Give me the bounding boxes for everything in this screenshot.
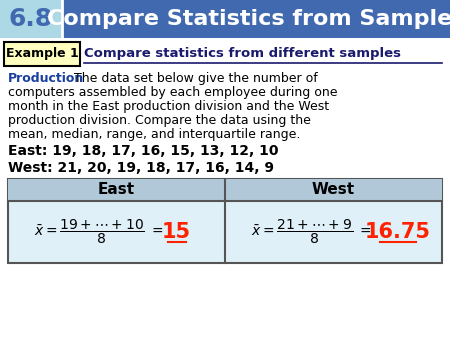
Text: Example 1: Example 1 [5,48,78,61]
Text: production division. Compare the data using the: production division. Compare the data us… [8,114,311,127]
Text: Compare Statistics from Samples: Compare Statistics from Samples [47,9,450,29]
Bar [0,0,450,38]
Text: 15: 15 [162,222,191,242]
Text: $\bar{x} = \dfrac{19 + \cdots + 10}{8}\ =$: $\bar{x} = \dfrac{19 + \cdots + 10}{8}\ … [34,218,163,246]
Text: month in the East production division and the West: month in the East production division an… [8,100,329,113]
Text: 6.8: 6.8 [9,7,53,31]
Text: East: East [98,183,135,197]
Text: Production: Production [8,72,84,85]
Text: East: 19, 18, 17, 16, 15, 13, 12, 10: East: 19, 18, 17, 16, 15, 13, 12, 10 [8,144,279,158]
Text: $\bar{x} = \dfrac{21 + \cdots + 9}{8}\ =$: $\bar{x} = \dfrac{21 + \cdots + 9}{8}\ =… [251,218,372,246]
Bar [8,179,442,263]
Text: 16.75: 16.75 [364,222,431,242]
FancyBboxPatch shape [4,42,80,66]
Text: computers assembled by each employee during one: computers assembled by each employee dur… [8,86,338,99]
Text: Compare statistics from different samples: Compare statistics from different sample… [84,48,401,61]
Text: West: 21, 20, 19, 18, 17, 16, 14, 9: West: 21, 20, 19, 18, 17, 16, 14, 9 [8,161,274,175]
Text: West: West [312,183,355,197]
Bar [0,0,62,38]
Text: The data set below give the number of: The data set below give the number of [74,72,318,85]
Text: mean, median, range, and interquartile range.: mean, median, range, and interquartile r… [8,128,301,141]
Bar [8,179,442,201]
